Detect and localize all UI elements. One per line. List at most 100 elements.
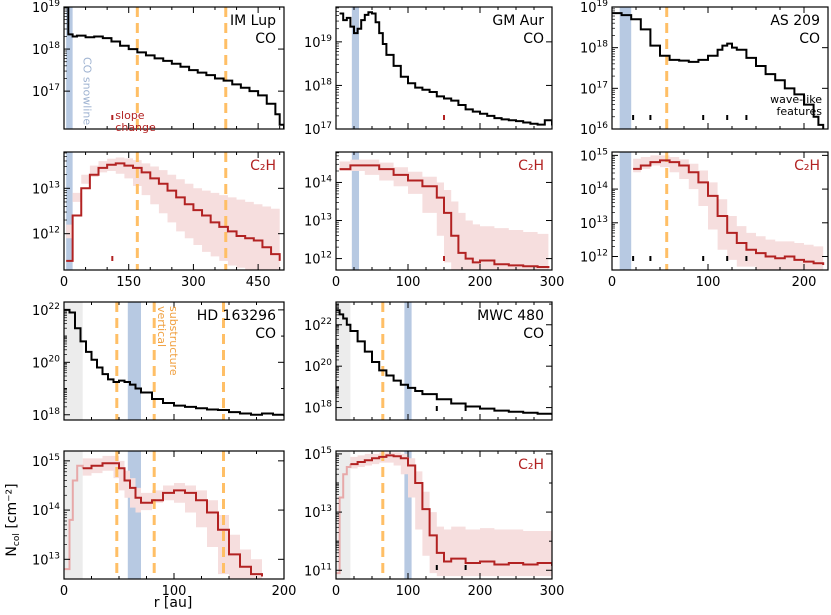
panel-hd163296-co: 1018 1020 1022 HD 163296 CO vertical substruct… bbox=[32, 301, 285, 424]
species-label: C₂H bbox=[518, 158, 544, 174]
species-label: CO bbox=[523, 326, 544, 342]
vertical-substructure-annotation: vertical bbox=[155, 306, 168, 347]
series-co bbox=[64, 7, 284, 129]
wave-annotation: wave-like bbox=[770, 93, 822, 106]
x-tick-label: 450 bbox=[246, 275, 271, 290]
uncertainty-band bbox=[339, 159, 549, 270]
y-tick-label: 1018 bbox=[32, 407, 60, 424]
panel-title: AS 209 bbox=[770, 13, 820, 29]
y-tick-label: 1013 bbox=[304, 213, 332, 230]
panel-as209-co: 1016 1017 1018 1019 AS 209 CO wave-likefeature… bbox=[580, 0, 829, 138]
axes-frame bbox=[611, 6, 829, 130]
svg-text:Ncol [cm⁻²]: Ncol [cm⁻²] bbox=[4, 483, 22, 556]
y-tick-label: 1020 bbox=[32, 354, 60, 371]
species-label: C₂H bbox=[794, 158, 820, 174]
axes-frame bbox=[63, 151, 285, 271]
snowline-band bbox=[66, 152, 73, 270]
axes-frame bbox=[611, 151, 829, 271]
y-tick-label: 1015 bbox=[580, 147, 608, 164]
cavity-shade bbox=[336, 302, 351, 420]
snowline-band bbox=[619, 7, 632, 129]
y-tick-label: 1020 bbox=[304, 358, 332, 375]
y-tick-label: 1013 bbox=[580, 215, 608, 232]
y-tick-label: 1014 bbox=[32, 502, 60, 519]
y-tick-label: 1018 bbox=[304, 77, 332, 94]
species-label: C₂H bbox=[518, 457, 544, 473]
y-tick-label: 1013 bbox=[32, 180, 60, 197]
slope-change-annotation: change bbox=[115, 121, 156, 134]
x-tick-label: 200 bbox=[272, 584, 297, 599]
series-co bbox=[612, 12, 825, 129]
species-label: CO bbox=[255, 31, 276, 47]
panel-title: IM Lup bbox=[230, 13, 276, 29]
snowline-band bbox=[66, 7, 73, 129]
y-tick-label: 1019 bbox=[304, 34, 332, 51]
y-tick-label: 1019 bbox=[580, 0, 608, 16]
y-axis-label: Ncol [cm⁻²] bbox=[4, 483, 22, 556]
x-tick-label: 0 bbox=[608, 275, 616, 290]
panel-hd163296-c2h: 1013 1014 1015 0 100 200 bbox=[32, 450, 297, 599]
x-tick-label: 150 bbox=[116, 275, 141, 290]
slope-change-annotation: slope bbox=[115, 109, 144, 122]
x-tick-label: 200 bbox=[468, 584, 493, 599]
vertical-substructure-annotation: substructure bbox=[167, 306, 180, 376]
snowline-annotation: CO snowline bbox=[81, 57, 94, 125]
y-tick-label: 1018 bbox=[32, 41, 60, 58]
series-co bbox=[336, 309, 552, 415]
x-tick-label: 300 bbox=[181, 275, 206, 290]
uncertainty-band bbox=[350, 452, 552, 577]
species-label: CO bbox=[523, 31, 544, 47]
series-c2h bbox=[633, 159, 825, 265]
x-axis-label: r [au] bbox=[154, 595, 193, 611]
panel-gmaur-c2h: 1012 1013 1014 0 100 200 300 C₂H bbox=[304, 151, 565, 290]
y-tick-label: 1017 bbox=[580, 80, 608, 97]
series-c2h bbox=[82, 462, 263, 577]
panel-title: GM Aur bbox=[492, 13, 544, 29]
x-tick-label: 0 bbox=[332, 275, 340, 290]
x-tick-label: 0 bbox=[60, 275, 68, 290]
y-tick-label: 1011 bbox=[304, 562, 332, 579]
panel-as209-c2h: 1012 1013 1014 1015 0 100 200 C₂H bbox=[580, 147, 829, 290]
y-tick-label: 1018 bbox=[304, 400, 332, 417]
panel-gmaur-co: 1017 1018 1019 GM Aur CO bbox=[304, 6, 553, 138]
uncertainty-band bbox=[82, 455, 262, 579]
x-tick-label: 0 bbox=[332, 584, 340, 599]
x-tick-label: 100 bbox=[696, 275, 721, 290]
y-tick-label: 1012 bbox=[32, 226, 60, 243]
x-tick-label: 300 bbox=[540, 275, 565, 290]
y-tick-label: 1015 bbox=[32, 453, 60, 470]
panel-mwc480-c2h: 1011 1013 1015 0 100 200 300 C₂H bbox=[304, 446, 564, 599]
y-label-sub: col bbox=[12, 533, 22, 546]
snowline-band bbox=[404, 302, 412, 420]
cavity-shade bbox=[64, 302, 83, 420]
species-label: C₂H bbox=[250, 158, 276, 174]
y-tick-label: 1013 bbox=[32, 551, 60, 568]
snowline-band bbox=[351, 7, 360, 129]
y-tick-label: 1017 bbox=[304, 121, 332, 138]
series-co bbox=[64, 308, 284, 417]
panel-title: HD 163296 bbox=[197, 308, 276, 324]
series-co bbox=[339, 11, 552, 126]
panel-mwc480-co: 1018 1020 1022 MWC 480 CO bbox=[304, 301, 553, 421]
snowline-band bbox=[619, 152, 632, 270]
y-label-unit: [cm⁻²] bbox=[4, 483, 20, 528]
snowline-band bbox=[404, 451, 412, 579]
y-tick-label: 1018 bbox=[580, 40, 608, 57]
series-c2h bbox=[66, 162, 281, 262]
wave-annotation: features bbox=[777, 105, 823, 118]
snowline-band bbox=[127, 451, 141, 579]
snowline-band bbox=[127, 302, 141, 420]
inner-c2h-faint bbox=[336, 464, 352, 575]
y-tick-label: 1022 bbox=[32, 302, 60, 319]
y-tick-label: 1013 bbox=[304, 504, 332, 521]
panel-imlup-c2h: 1012 1013 0 150 300 450 C₂H bbox=[32, 151, 285, 290]
y-label-main: N bbox=[4, 546, 20, 556]
series-c2h bbox=[339, 164, 550, 269]
y-tick-label: 1019 bbox=[32, 0, 60, 16]
y-tick-label: 1014 bbox=[580, 181, 608, 198]
x-tick-label: 100 bbox=[396, 275, 421, 290]
x-tick-label: 100 bbox=[162, 584, 187, 599]
y-tick-label: 1015 bbox=[304, 446, 332, 463]
x-tick-label: 200 bbox=[468, 275, 493, 290]
